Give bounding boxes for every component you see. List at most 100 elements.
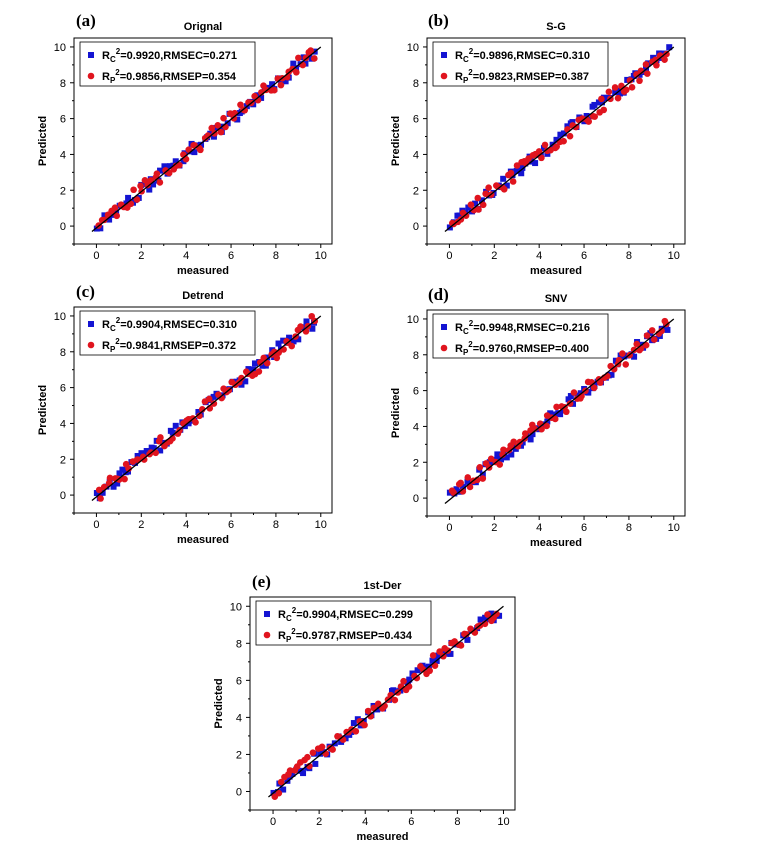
prediction-point	[650, 336, 658, 343]
calibration-point	[529, 431, 536, 438]
calibration-point	[414, 667, 421, 674]
prediction-point	[311, 55, 318, 62]
calibration-point	[293, 65, 300, 72]
prediction-point	[596, 379, 604, 386]
x-tick-label: 10	[668, 250, 680, 262]
prediction-point	[121, 475, 128, 483]
calibration-point	[150, 181, 157, 188]
calibration-point	[280, 786, 287, 793]
prediction-point	[293, 69, 300, 76]
calibration-point	[406, 676, 413, 683]
calibration-point	[553, 136, 560, 143]
legend-marker-circle	[87, 72, 95, 80]
prediction-point	[222, 123, 229, 131]
y-tick-label: 10	[54, 42, 66, 54]
calibration-point	[93, 225, 100, 232]
y-tick-label: 8	[413, 78, 419, 90]
legend-marker-square	[88, 321, 94, 327]
x-tick-label: 2	[491, 522, 497, 534]
calibration-point	[110, 483, 117, 490]
prediction-point	[111, 204, 119, 211]
calibration-point	[494, 451, 501, 458]
y-tick-label: 0	[413, 221, 419, 233]
prediction-point	[260, 354, 268, 362]
panel-label: (e)	[252, 572, 271, 591]
prediction-point	[381, 702, 388, 710]
calibration-point	[286, 334, 293, 341]
prediction-point	[541, 141, 549, 149]
prediction-point	[156, 179, 164, 186]
calibration-point	[93, 490, 100, 497]
calibration-point	[157, 167, 164, 174]
y-tick-label: 4	[413, 421, 419, 433]
prediction-point	[572, 123, 580, 131]
prediction-point	[476, 464, 484, 471]
legend-box	[255, 600, 432, 646]
prediction-point	[141, 177, 149, 184]
x-tick-label: 0	[446, 522, 452, 534]
calibration-point	[565, 396, 572, 403]
prediction-point	[95, 486, 103, 494]
prediction-point	[543, 422, 550, 430]
prediction-point	[509, 178, 517, 185]
calibration-point	[289, 770, 296, 777]
prediction-point	[295, 54, 302, 62]
prediction-point	[286, 767, 294, 774]
calibration-point	[99, 489, 106, 496]
prediction-point	[329, 746, 336, 753]
prediction-point	[513, 162, 521, 169]
fit-line	[444, 46, 675, 232]
x-tick-label: 0	[270, 816, 276, 828]
y-axis-label: Predicted	[213, 678, 225, 728]
calibration-point	[472, 200, 479, 207]
prediction-point	[563, 408, 570, 416]
calibration-point	[146, 186, 153, 193]
prediction-point	[140, 456, 148, 463]
x-tick-label: 6	[581, 250, 587, 262]
calibration-point	[295, 336, 302, 343]
y-tick-label: 8	[236, 638, 242, 650]
prediction-point	[318, 743, 326, 751]
prediction-point	[479, 475, 487, 482]
calibration-point	[608, 371, 615, 378]
calibration-point	[647, 330, 654, 337]
calibration-point	[551, 411, 558, 418]
prediction-point	[585, 118, 592, 125]
prediction-point	[130, 186, 137, 194]
calibration-point	[169, 429, 176, 436]
prediction-point	[566, 132, 574, 140]
prediction-point	[440, 652, 447, 660]
prediction-point	[605, 88, 613, 96]
prediction-point	[496, 461, 504, 468]
calibration-point	[303, 318, 310, 325]
calibration-point	[280, 337, 287, 344]
prediction-point	[436, 648, 443, 655]
prediction-point	[611, 84, 619, 91]
y-tick-label: 2	[60, 185, 66, 197]
prediction-point	[482, 190, 489, 198]
prediction-point	[277, 81, 285, 89]
x-axis-label: measured	[530, 537, 582, 549]
calibration-point	[598, 99, 605, 106]
prediction-point	[208, 124, 216, 132]
chart-panel: (e) 1st-Der 0 2 4 6 8 10 0 2 4 6 8 10 measured Predicte…	[213, 572, 516, 843]
prediction-point	[307, 47, 315, 54]
x-axis-label: measured	[177, 534, 229, 546]
prediction-point	[133, 196, 141, 203]
y-tick-label: 0	[236, 786, 242, 798]
x-tick-label: 0	[446, 250, 452, 262]
prediction-point	[238, 374, 245, 382]
prediction-point	[462, 212, 470, 219]
prediction-point	[450, 489, 457, 496]
calibration-point	[478, 197, 485, 204]
calibration-point	[447, 650, 454, 657]
x-tick-label: 2	[316, 816, 322, 828]
prediction-point	[648, 327, 656, 334]
prediction-point	[273, 354, 281, 362]
y-axis-label: Predicted	[390, 116, 402, 166]
calibration-point	[557, 411, 564, 418]
calibration-point	[245, 366, 252, 373]
prediction-point	[196, 412, 203, 420]
chart-panel: (a) Orignal 0 2 4 6 8 10 0 2 4 6 8 10 measured Predicte…	[37, 11, 333, 277]
prediction-point	[485, 184, 492, 192]
